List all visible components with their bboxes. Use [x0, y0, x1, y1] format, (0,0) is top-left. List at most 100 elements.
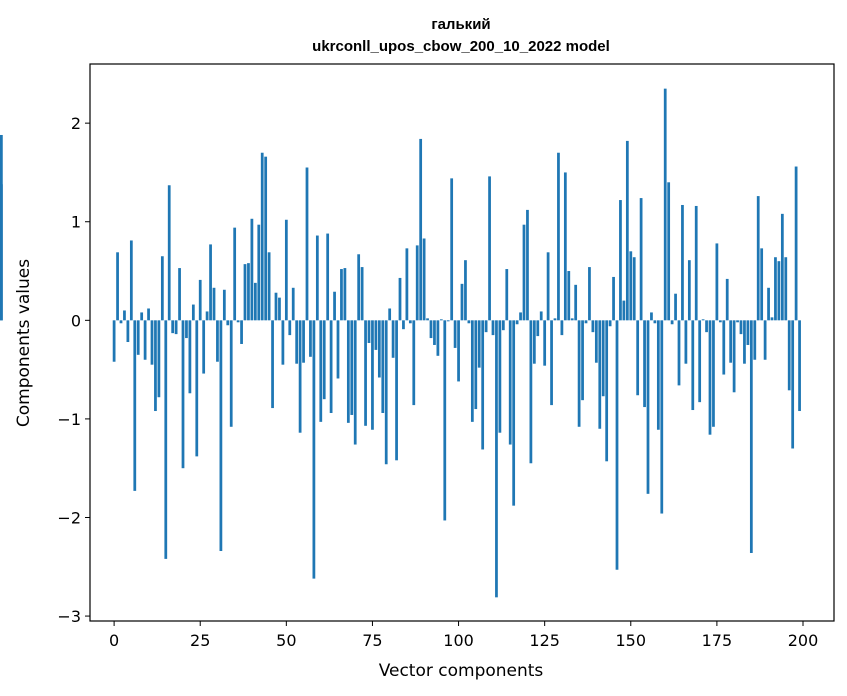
- bar: [791, 320, 795, 449]
- bar: [188, 320, 192, 394]
- bar: [536, 320, 540, 337]
- bar: [202, 320, 206, 374]
- bar: [474, 320, 478, 410]
- y-tick-label: 0: [71, 311, 81, 330]
- bar: [798, 320, 801, 412]
- x-tick-label: 200: [788, 631, 819, 650]
- bar: [364, 320, 367, 426]
- bar: [264, 156, 268, 321]
- bar: [681, 204, 684, 321]
- bar: [777, 261, 781, 321]
- x-tick-label: 75: [362, 631, 382, 650]
- bar: [257, 224, 261, 321]
- bar: [319, 320, 323, 422]
- x-tick-label: 150: [616, 631, 647, 650]
- bar: [295, 320, 299, 364]
- bar: [667, 182, 671, 321]
- bar: [150, 320, 154, 365]
- bar: [591, 320, 595, 333]
- bar: [439, 319, 443, 321]
- bar: [247, 263, 250, 321]
- bar: [460, 283, 464, 321]
- bar: [715, 243, 719, 321]
- bar: [305, 167, 309, 321]
- bar: [181, 320, 185, 469]
- y-axis-label: Components values: [14, 259, 34, 427]
- bar: [329, 320, 333, 413]
- bar: [584, 320, 588, 324]
- bar: [774, 257, 777, 321]
- bar: [367, 320, 371, 343]
- bar: [608, 320, 612, 327]
- bar: [398, 277, 402, 321]
- bar: [309, 320, 312, 357]
- bar: [767, 287, 770, 321]
- bar: [236, 320, 240, 323]
- bar: [753, 320, 757, 360]
- bar: [598, 320, 602, 429]
- bar: [274, 292, 278, 321]
- bar: [446, 320, 450, 322]
- bar: [646, 320, 650, 494]
- bar: [632, 257, 636, 321]
- bar: [157, 320, 161, 398]
- bar: [495, 320, 498, 598]
- bar: [543, 320, 547, 366]
- y-axis: −3 −2 −1 0 1 2: [57, 114, 90, 626]
- bar: [656, 320, 660, 430]
- bar: [622, 300, 626, 321]
- bar: [126, 320, 130, 343]
- bar: [663, 88, 667, 321]
- bar: [243, 264, 247, 321]
- bar: [209, 244, 212, 321]
- bar: [0, 184, 3, 321]
- bar: [453, 320, 457, 348]
- bar: [195, 320, 199, 457]
- bar: [574, 284, 578, 321]
- bar: [384, 320, 388, 465]
- bar: [684, 320, 688, 364]
- bar: [216, 320, 219, 362]
- bar: [746, 320, 750, 345]
- bar: [388, 308, 392, 321]
- bar: [725, 278, 729, 321]
- bar: [371, 320, 374, 430]
- bar: [674, 293, 677, 321]
- bar: [119, 320, 123, 324]
- bar: [343, 268, 347, 321]
- bar: [736, 320, 739, 323]
- bar: [529, 320, 533, 464]
- bar: [395, 320, 398, 461]
- y-tick-label: 1: [71, 213, 81, 232]
- bar: [226, 320, 230, 326]
- bar: [526, 209, 529, 321]
- bar: [233, 227, 237, 321]
- bar: [250, 218, 254, 321]
- bar: [629, 251, 633, 321]
- bar: [601, 320, 605, 397]
- bar: [271, 320, 274, 409]
- bar: [691, 320, 695, 411]
- bar: [729, 320, 733, 363]
- bar: [408, 320, 412, 324]
- bar: [198, 279, 202, 321]
- bar: [381, 320, 385, 413]
- bar: [481, 320, 485, 450]
- bar: [429, 320, 433, 339]
- bar: [291, 287, 295, 321]
- y-tick-label: −1: [57, 410, 81, 429]
- bar: [346, 320, 350, 423]
- bar: [340, 269, 343, 321]
- bar: [705, 320, 708, 333]
- bar: [302, 320, 305, 363]
- plot-frame: [89, 63, 835, 622]
- x-tick-label: 0: [109, 631, 119, 650]
- bar: [718, 320, 722, 323]
- bar: [619, 200, 622, 321]
- bar: [240, 320, 243, 344]
- bar: [539, 311, 543, 321]
- bar: [185, 320, 188, 339]
- y-tick-label: −3: [57, 607, 81, 626]
- bar: [605, 320, 609, 462]
- bar: [322, 320, 326, 400]
